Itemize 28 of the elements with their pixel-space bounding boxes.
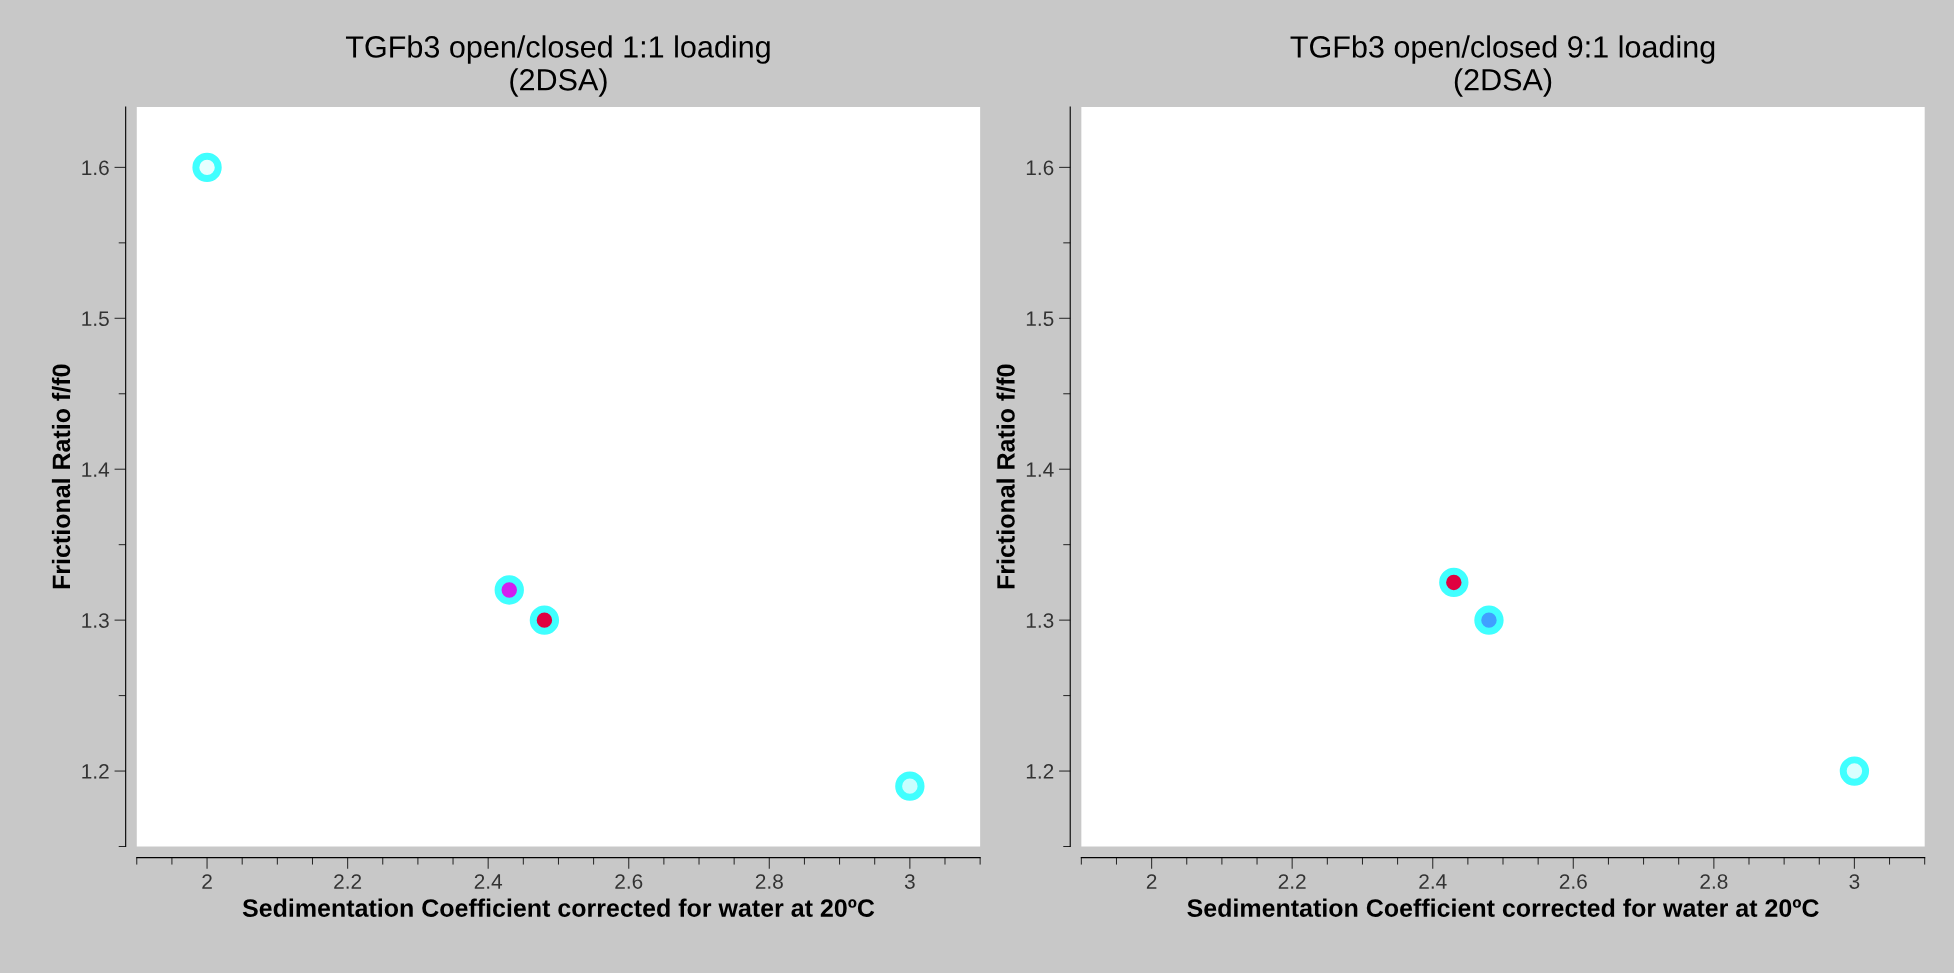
y-tick-label: 1.2 [1026,764,1054,779]
x-tick-label: 2.6 [1559,874,1587,889]
y-tick-label: 1.2 [82,764,109,779]
y-tick-label: 1.6 [1026,160,1054,176]
x-tick-label: 2.4 [474,874,503,889]
x-axis-title: Sedimentation Coefficient corrected for water at 20ºC [1187,898,1819,917]
y-tick-label: 1.3 [1026,613,1054,628]
y-tick-label: 1.4 [82,462,110,477]
x-tick-label: 2.8 [755,874,783,889]
x-tick-label: 2.6 [615,874,643,889]
x-tick-label: 2.2 [334,874,362,889]
y-tick-label: 1.3 [82,613,109,628]
chart-title: TGFb3 open/closed 1:1 loading (2DSA) [345,35,770,97]
y-axis-title: Frictional Ratio f/f0 [996,364,1016,589]
x-tick-label: 2.8 [1700,874,1728,889]
y-axis-title: Frictional Ratio f/f0 [51,364,71,589]
x-tick-label: 3 [1849,874,1860,889]
y-tick-label: 1.4 [1026,462,1054,477]
x-tick-label: 2 [202,874,212,889]
x-tick-label: 3 [904,874,915,889]
y-tick-label: 1.5 [1026,311,1054,327]
chart-title: TGFb3 open/closed 9:1 loading (2DSA) [1290,35,1715,97]
x-tick-label: 2.4 [1419,874,1447,889]
x-tick-label: 2 [1146,874,1157,889]
x-axis-title: Sedimentation Coefficient corrected for water at 20ºC [242,898,875,917]
x-tick-label: 2.2 [1278,874,1306,889]
y-tick-label: 1.5 [82,311,109,327]
y-tick-label: 1.6 [82,160,109,176]
